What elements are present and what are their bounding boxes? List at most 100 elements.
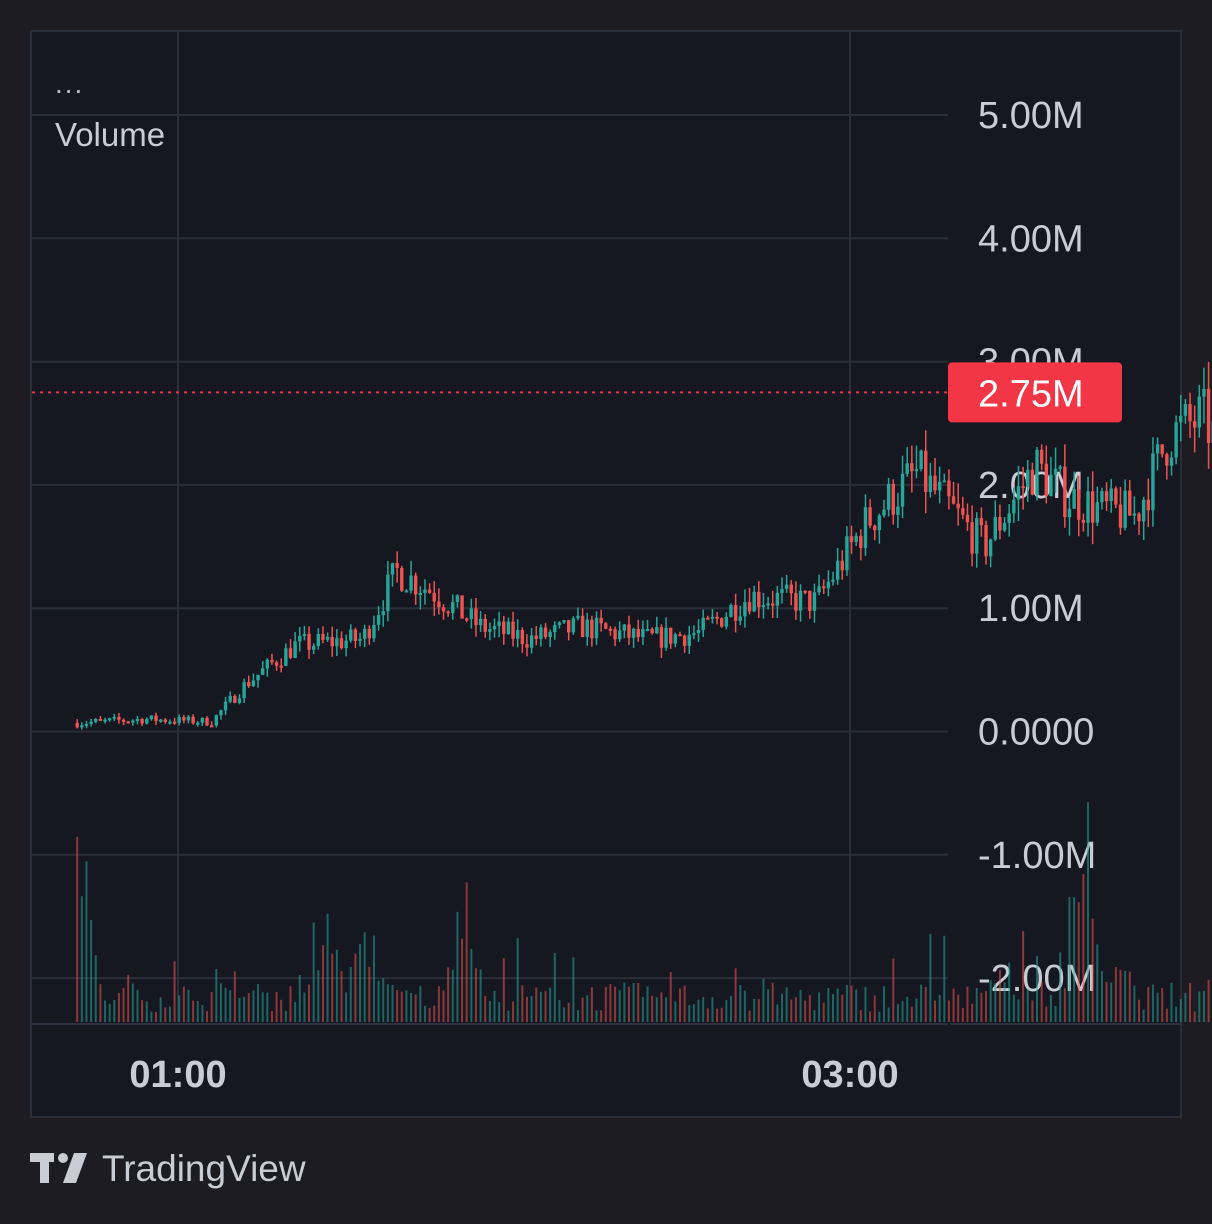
candle-body bbox=[298, 635, 302, 642]
volume-bar bbox=[437, 986, 440, 1022]
volume-bar bbox=[869, 1011, 872, 1022]
candle-body bbox=[478, 618, 483, 626]
candle-body bbox=[172, 721, 177, 724]
volume-bar bbox=[1151, 984, 1154, 1022]
candle-body bbox=[121, 719, 126, 722]
candle-body bbox=[1118, 504, 1123, 528]
last-price-badge bbox=[948, 362, 1122, 423]
candle-body bbox=[608, 628, 613, 631]
candle-body bbox=[288, 648, 293, 658]
legend-more-button[interactable]: ... bbox=[55, 68, 85, 99]
volume-bar bbox=[1133, 985, 1136, 1022]
candle-body bbox=[349, 629, 353, 641]
candle-body bbox=[613, 629, 617, 640]
candle-body bbox=[497, 621, 501, 626]
volume-bar bbox=[280, 999, 283, 1022]
candle-body bbox=[395, 563, 399, 568]
volume-bar bbox=[85, 861, 88, 1022]
volume-bar bbox=[201, 1005, 204, 1022]
volume-bar bbox=[924, 986, 927, 1022]
candle-body bbox=[1035, 449, 1039, 495]
volume-bar bbox=[581, 997, 584, 1022]
candle-body bbox=[757, 591, 761, 608]
volume-bar bbox=[1198, 991, 1201, 1022]
candle-body bbox=[214, 715, 219, 726]
candle-body bbox=[1114, 488, 1118, 505]
candle-body bbox=[418, 593, 423, 596]
volume-bar bbox=[196, 1000, 199, 1022]
volume-bar bbox=[219, 983, 222, 1022]
volume-bar bbox=[410, 993, 413, 1022]
candle-body bbox=[636, 628, 640, 638]
volume-bar bbox=[349, 966, 352, 1022]
candle-body bbox=[112, 716, 116, 719]
volume-bar bbox=[915, 998, 918, 1022]
candle-body bbox=[186, 716, 191, 721]
volume-bar bbox=[604, 987, 607, 1022]
volume-bar bbox=[270, 1010, 273, 1022]
candle-body bbox=[631, 628, 636, 638]
volume-bar bbox=[512, 1001, 515, 1022]
candle-body bbox=[835, 560, 840, 580]
volume-bar bbox=[155, 1012, 158, 1022]
candle-body bbox=[228, 695, 232, 702]
volume-bar bbox=[637, 982, 640, 1022]
candle-body bbox=[766, 603, 770, 606]
candle-body bbox=[469, 608, 474, 620]
candle-body bbox=[330, 636, 334, 647]
volume-bar bbox=[238, 997, 241, 1022]
candle-body bbox=[928, 475, 933, 493]
volume-bar bbox=[1119, 969, 1122, 1022]
candle-body bbox=[548, 632, 552, 638]
volume-bar bbox=[215, 969, 218, 1022]
volume-bar bbox=[1049, 994, 1052, 1022]
volume-bar bbox=[1026, 988, 1029, 1022]
volume-bar bbox=[841, 994, 844, 1022]
candle-body bbox=[715, 616, 719, 619]
candle-body bbox=[738, 616, 742, 621]
volume-bar bbox=[145, 1001, 148, 1022]
volume-bar bbox=[1068, 897, 1071, 1022]
candle-body bbox=[965, 514, 970, 523]
volume-bar bbox=[864, 987, 867, 1022]
candle-body bbox=[720, 618, 724, 627]
candle-body bbox=[794, 593, 798, 611]
volume-bar bbox=[104, 1000, 107, 1022]
candle-body bbox=[515, 629, 520, 639]
volume-bar bbox=[549, 987, 552, 1022]
candle-body bbox=[673, 634, 678, 644]
candle-body bbox=[682, 635, 687, 646]
candle-body bbox=[390, 563, 395, 575]
volume-bar bbox=[553, 953, 556, 1022]
volume-bar bbox=[470, 949, 473, 1022]
candle-body bbox=[1109, 488, 1113, 502]
candle-body bbox=[1063, 466, 1067, 518]
volume-bar bbox=[321, 945, 324, 1022]
candle-body bbox=[126, 721, 130, 724]
volume-bar bbox=[1184, 992, 1187, 1022]
volume-bar bbox=[243, 996, 246, 1022]
candle-body bbox=[891, 483, 895, 515]
candle-body bbox=[817, 586, 821, 593]
candle-body bbox=[914, 468, 919, 472]
volume-bar bbox=[929, 933, 932, 1022]
volume-bar bbox=[818, 992, 821, 1022]
candle-body bbox=[1192, 421, 1197, 428]
volume-bar bbox=[182, 986, 185, 1022]
volume-bar bbox=[1059, 952, 1062, 1022]
candle-body bbox=[733, 605, 738, 621]
candle-body bbox=[747, 602, 752, 612]
volume-bar bbox=[1082, 874, 1085, 1022]
volume-bar bbox=[609, 984, 612, 1022]
volume-bar bbox=[173, 961, 176, 1022]
volume-bar bbox=[1189, 983, 1192, 1022]
candle-body bbox=[437, 601, 441, 608]
candle-body bbox=[553, 625, 557, 633]
volume-bar bbox=[127, 974, 130, 1022]
candle-body bbox=[743, 602, 747, 617]
volume-bar bbox=[484, 995, 487, 1022]
tradingview-brand[interactable]: TradingView bbox=[30, 1148, 306, 1190]
candle-body bbox=[812, 592, 817, 611]
volume-bar bbox=[1003, 982, 1006, 1022]
